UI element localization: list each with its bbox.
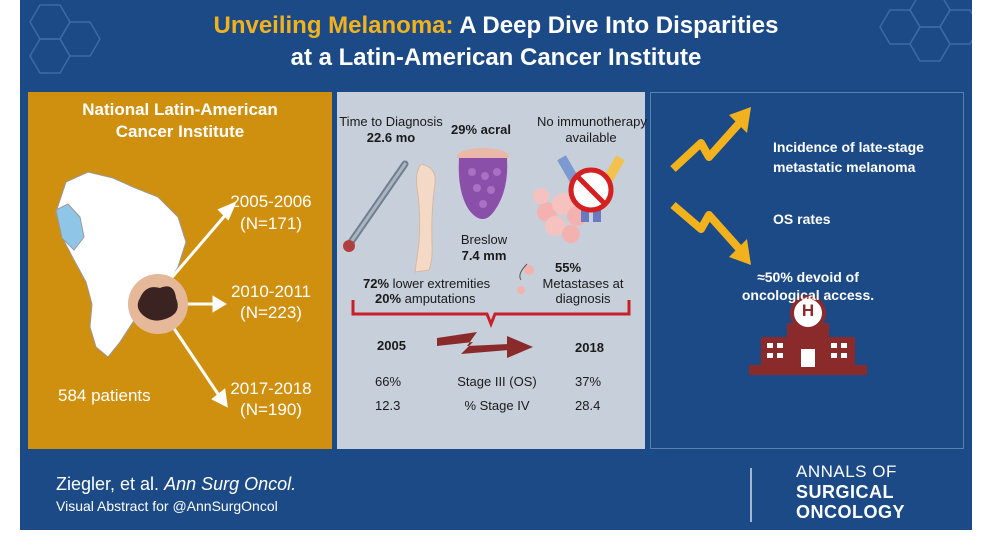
citation-authors: Ziegler, et al. Ann Surg Oncol.	[56, 474, 296, 495]
metastases-line-2: diagnosis	[555, 291, 611, 306]
hospital-letter: H	[801, 301, 815, 320]
time-to-diagnosis-label: Time to Diagnosis	[339, 114, 443, 129]
brand-line-3: ONCOLOGY	[796, 502, 906, 522]
title-band: Unveiling Melanoma: A Deep Dive Into Dis…	[20, 0, 972, 82]
melanoma-lesion-icon	[128, 274, 188, 334]
south-america-map	[55, 171, 187, 358]
lower-extremities-text: lower extremities	[389, 276, 491, 291]
stage4-2018: 28.4	[575, 398, 601, 413]
amputations-text: amputations	[401, 291, 476, 306]
metastases-pct: 55%	[555, 260, 582, 275]
citation-journal: Ann Surg Oncol.	[164, 474, 297, 494]
institute-panel: National Latin-American Cancer Institute…	[28, 92, 332, 449]
brand-line-2: SURGICAL	[796, 482, 894, 502]
footer: Ziegler, et al. Ann Surg Oncol. Visual A…	[20, 460, 972, 530]
metastases-line-1: Metastases at	[542, 276, 624, 291]
hospital-icon	[749, 295, 867, 375]
visual-abstract-credit: Visual Abstract for @AnnSurgOncol	[56, 498, 278, 514]
footer-divider	[750, 468, 752, 522]
decline-arrow	[437, 332, 533, 358]
citation-names: Ziegler, et al.	[56, 474, 165, 494]
patient-count: 584 patients	[58, 386, 151, 405]
lower-extremities-stat: 72% lower extremities	[363, 276, 490, 291]
hexagon-pattern	[29, 0, 972, 74]
acral-foot-icon	[457, 148, 509, 219]
cohort-1-years: 2005-2006	[230, 192, 312, 211]
institute-name-line-2: Cancer Institute	[115, 122, 245, 141]
os-rates: OS rates	[773, 211, 831, 227]
title-line-2: at a Latin-American Cancer Institute	[290, 44, 702, 71]
stage4-label: % Stage IV	[464, 398, 530, 413]
up-trend-arrow-icon	[670, 107, 751, 172]
lower-extremities-pct: 72%	[363, 276, 390, 291]
time-to-diagnosis-value: 22.6 mo	[366, 130, 416, 145]
cohort-arrows	[128, 201, 237, 408]
immunotherapy-line-1: No immunotherapy	[537, 114, 647, 129]
acral-percentage: 29% acral	[451, 122, 511, 137]
findings-panel: Time to Diagnosis 22.6 mo 29% acral No i…	[337, 92, 647, 449]
biopsy-tool-icon	[343, 160, 409, 252]
pointer-line	[519, 263, 528, 281]
findings-illustrations	[343, 148, 631, 358]
title-line1-rest: A Deep Dive Into Disparities	[453, 12, 779, 39]
breslow-value: 7.4 mm	[461, 248, 507, 263]
infographic-frame: Unveiling Melanoma: A Deep Dive Into Dis…	[20, 0, 972, 530]
no-immunotherapy-icon	[557, 155, 625, 222]
breslow-label: Breslow	[460, 232, 508, 247]
leg-icon	[414, 163, 436, 273]
cohort-2-years: 2010-2011	[230, 282, 312, 301]
access-panel: H Incidence of late-stage metastatic mel…	[650, 92, 964, 449]
immunotherapy-line-2: available	[565, 130, 617, 145]
amputations-pct: 20%	[375, 291, 402, 306]
cohort-1-n: (N=171)	[240, 214, 302, 233]
stage3-os-2005: 66%	[375, 374, 402, 389]
access-line-2: oncological access.	[741, 287, 875, 303]
access-line-1: ≈50% devoid of	[757, 269, 859, 285]
amputations-stat: 20% amputations	[375, 291, 475, 306]
cohort-3-n: (N=190)	[240, 400, 302, 419]
trend-arrows	[670, 107, 867, 375]
stage3-os-label: Stage III (OS)	[457, 374, 537, 389]
year-start: 2005	[377, 338, 406, 353]
title-line-1: Unveiling Melanoma: A Deep Dive Into Dis…	[20, 12, 972, 40]
brand-line-1: ANNALS OF	[796, 462, 897, 481]
title-highlight: Unveiling Melanoma:	[213, 12, 454, 39]
year-end: 2018	[575, 340, 604, 355]
stage3-os-2018: 37%	[575, 374, 602, 389]
incidence-line-2: metastatic melanoma	[773, 159, 916, 175]
cohort-3-years: 2017-2018	[230, 379, 312, 398]
stage4-2005: 12.3	[375, 398, 401, 413]
institute-name-line-1: National Latin-American	[82, 100, 278, 119]
down-trend-arrow-icon	[670, 201, 751, 265]
cohort-2-n: (N=223)	[240, 303, 302, 322]
incidence-line-1: Incidence of late-stage	[773, 139, 924, 155]
summary-bracket	[351, 300, 631, 329]
